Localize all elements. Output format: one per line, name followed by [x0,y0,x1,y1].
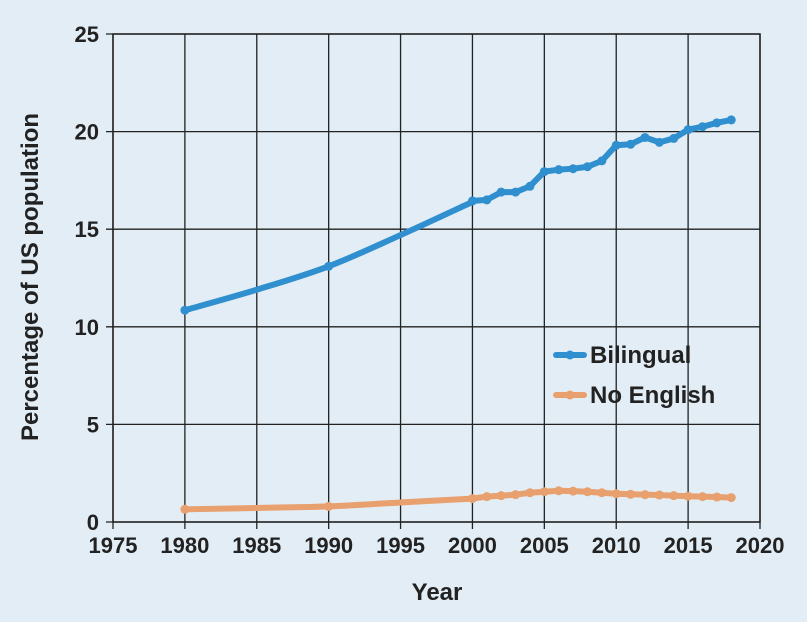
data-point-no-english [568,486,578,496]
data-point-bilingual [697,122,707,132]
data-point-bilingual [654,137,664,147]
data-point-no-english [467,494,477,504]
x-tick-label: 1990 [304,533,353,558]
data-point-no-english [683,491,693,501]
data-point-no-english [597,488,607,498]
data-point-bilingual [496,187,506,197]
data-point-no-english [180,504,190,514]
y-tick-label: 5 [87,412,99,437]
data-point-bilingual [611,140,621,150]
y-tick-label: 15 [75,217,99,242]
legend: Bilingual No English [553,342,715,409]
legend-label-bilingual: Bilingual [590,342,691,369]
data-point-bilingual [539,167,549,177]
x-tick-label: 2015 [664,533,713,558]
data-point-bilingual [467,196,477,206]
data-point-no-english [712,492,722,502]
data-point-bilingual [554,165,564,175]
y-tick-label: 25 [75,22,99,47]
y-axis-ticks: 0 5 10 15 20 25 [75,22,99,535]
data-point-bilingual [683,125,693,135]
y-tick-label: 10 [75,315,99,340]
x-tick-label: 2020 [736,533,785,558]
plot-frame [112,33,761,523]
data-point-bilingual [640,132,650,142]
data-point-no-english [525,488,535,498]
data-point-bilingual [669,133,679,143]
x-tick-label: 1995 [376,533,425,558]
x-axis-title: Year [412,579,463,606]
data-point-bilingual [511,187,521,197]
y-tick-label: 20 [75,120,99,145]
series-line-bilingual [181,116,735,314]
x-tick-label: 1980 [160,533,209,558]
y-axis-title: Percentage of US population [17,113,44,441]
x-tick-label: 2005 [520,533,569,558]
data-point-no-english [482,492,492,502]
data-point-bilingual [626,139,636,149]
data-point-no-english [511,490,521,500]
data-point-no-english [496,491,506,501]
legend-marker-bilingual [565,350,575,360]
data-point-bilingual [324,261,334,271]
data-point-bilingual [180,305,190,315]
data-point-no-english [640,490,650,500]
data-point-no-english [611,489,621,499]
data-point-bilingual [482,195,492,205]
y-tick-label: 0 [87,510,99,535]
data-point-no-english [654,490,664,500]
data-point-no-english [554,486,564,496]
series-group [180,115,736,514]
data-point-no-english [582,487,592,497]
x-tick-label: 2010 [592,533,641,558]
data-point-no-english [626,489,636,499]
data-point-bilingual [582,162,592,172]
legend-label-no-english: No English [590,382,715,409]
series-line-no-english [181,487,735,513]
data-point-bilingual [726,115,736,125]
data-point-no-english [697,492,707,502]
data-point-no-english [669,491,679,501]
x-tick-label: 2000 [448,533,497,558]
x-tick-label: 1985 [232,533,281,558]
data-point-bilingual [712,118,722,128]
x-tick-label: 1975 [89,533,138,558]
data-point-no-english [324,501,334,511]
data-point-bilingual [597,156,607,166]
legend-marker-no-english [565,390,575,400]
data-point-no-english [726,493,736,503]
grid [106,33,761,529]
x-axis-ticks: 1975 1980 1985 1990 1995 2000 2005 2010 2015 2020 [89,533,785,558]
data-point-bilingual [568,164,578,174]
data-point-no-english [539,487,549,497]
data-point-bilingual [525,181,535,191]
